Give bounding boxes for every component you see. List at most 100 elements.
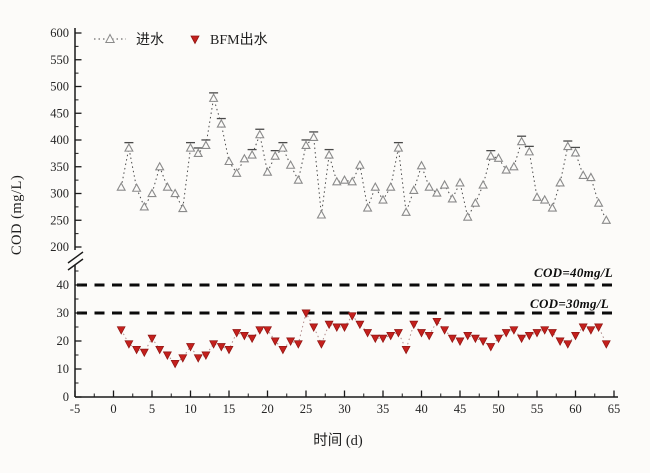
annotation-cod30: COD=30mg/L bbox=[529, 296, 609, 311]
y-tick-label: 40 bbox=[57, 278, 70, 292]
y-tick-label: 550 bbox=[50, 53, 69, 67]
data-point-effluent bbox=[601, 340, 611, 349]
data-point-influent bbox=[331, 176, 342, 186]
data-point-effluent bbox=[324, 320, 334, 330]
legend: 进水 BFM出水 bbox=[92, 29, 268, 49]
data-point-influent bbox=[562, 141, 573, 151]
data-point-influent bbox=[470, 197, 481, 207]
data-point-influent bbox=[201, 140, 211, 149]
data-point-effluent bbox=[355, 320, 365, 330]
data-point-effluent bbox=[540, 326, 550, 335]
x-tick-label: 5 bbox=[149, 402, 155, 416]
y-tick-label: 500 bbox=[50, 80, 69, 94]
data-point-influent bbox=[478, 179, 488, 189]
data-point-effluent bbox=[309, 323, 319, 332]
data-point-effluent bbox=[393, 329, 403, 338]
data-point-effluent bbox=[186, 343, 195, 352]
data-point-effluent bbox=[447, 334, 457, 344]
x-tick-label: 35 bbox=[377, 402, 390, 416]
data-point-effluent bbox=[586, 326, 596, 335]
data-point-effluent bbox=[509, 326, 519, 335]
y-tick-label: 200 bbox=[50, 240, 69, 254]
data-point-influent bbox=[224, 156, 234, 166]
data-point-influent bbox=[501, 164, 512, 174]
data-point-effluent bbox=[370, 334, 380, 344]
x-tick-label: 65 bbox=[608, 402, 621, 416]
data-point-influent bbox=[493, 153, 504, 162]
y-tick-label: 0 bbox=[63, 390, 69, 404]
data-point-effluent bbox=[555, 337, 565, 346]
x-tick-label: -5 bbox=[70, 402, 80, 416]
data-point-influent bbox=[124, 142, 134, 152]
data-point-effluent bbox=[286, 337, 296, 346]
data-point-effluent bbox=[232, 329, 242, 338]
data-point-influent bbox=[378, 194, 388, 204]
data-point-effluent bbox=[124, 340, 134, 349]
series-line-effluent bbox=[120, 311, 607, 365]
data-point-influent bbox=[570, 147, 581, 157]
data-point-influent bbox=[485, 150, 496, 160]
data-point-influent bbox=[362, 202, 373, 212]
data-point-effluent bbox=[193, 354, 203, 363]
data-point-effluent bbox=[463, 331, 473, 341]
data-point-effluent bbox=[170, 359, 180, 369]
data-point-influent bbox=[393, 142, 404, 152]
data-point-effluent bbox=[201, 351, 211, 360]
data-point-influent bbox=[439, 179, 450, 189]
data-point-influent bbox=[262, 166, 273, 176]
data-point-effluent bbox=[378, 334, 388, 344]
data-point-influent bbox=[462, 211, 473, 221]
data-point-effluent bbox=[116, 326, 126, 335]
legend-label-influent: 进水 bbox=[136, 33, 164, 48]
x-tick-label: 30 bbox=[338, 402, 351, 416]
data-point-influent bbox=[408, 185, 419, 194]
data-point-effluent bbox=[501, 329, 511, 338]
data-point-effluent bbox=[409, 320, 419, 330]
data-point-effluent bbox=[332, 323, 342, 332]
data-point-effluent bbox=[478, 337, 488, 346]
data-point-influent bbox=[532, 192, 542, 201]
data-point-effluent bbox=[147, 334, 157, 344]
data-point-effluent bbox=[178, 354, 188, 363]
data-point-influent bbox=[293, 174, 304, 184]
data-point-effluent bbox=[517, 334, 527, 344]
data-point-effluent bbox=[578, 323, 588, 332]
data-point-effluent bbox=[417, 329, 426, 338]
data-point-influent bbox=[285, 160, 296, 169]
data-point-influent bbox=[324, 149, 334, 159]
data-point-effluent bbox=[263, 326, 272, 335]
data-point-influent bbox=[316, 209, 327, 219]
data-point-effluent bbox=[494, 334, 503, 344]
legend-item-influent: 进水 bbox=[92, 29, 164, 49]
data-point-effluent bbox=[155, 345, 165, 355]
data-point-influent bbox=[308, 132, 319, 141]
x-tick-label: 0 bbox=[110, 402, 116, 416]
annotation-cod40: COD=40mg/L bbox=[533, 265, 613, 280]
data-point-effluent bbox=[293, 340, 303, 349]
x-tick-label: 25 bbox=[300, 402, 313, 416]
data-point-influent bbox=[432, 187, 442, 197]
y-tick-label: 10 bbox=[57, 362, 70, 376]
y-tick-label: 300 bbox=[50, 187, 69, 201]
data-point-influent bbox=[578, 170, 589, 179]
data-point-influent bbox=[424, 181, 435, 191]
data-point-effluent bbox=[239, 331, 249, 341]
influent-marker-icon bbox=[94, 33, 126, 43]
x-tick-label: 40 bbox=[415, 402, 428, 416]
data-point-influent bbox=[139, 201, 150, 211]
data-point-effluent bbox=[347, 312, 357, 321]
data-point-influent bbox=[254, 129, 265, 139]
data-point-influent bbox=[416, 160, 427, 170]
x-axis-title: 时间 (d) bbox=[313, 433, 363, 449]
data-point-effluent bbox=[247, 334, 257, 344]
y-tick-label: 450 bbox=[50, 106, 69, 120]
data-point-effluent bbox=[255, 326, 265, 335]
data-point-influent bbox=[301, 140, 311, 149]
data-point-influent bbox=[339, 174, 350, 184]
data-point-effluent bbox=[278, 345, 288, 355]
data-point-influent bbox=[547, 202, 558, 212]
data-point-influent bbox=[193, 148, 204, 158]
data-point-influent bbox=[385, 181, 396, 191]
y-axis-title: COD (mg/L) bbox=[9, 174, 25, 256]
